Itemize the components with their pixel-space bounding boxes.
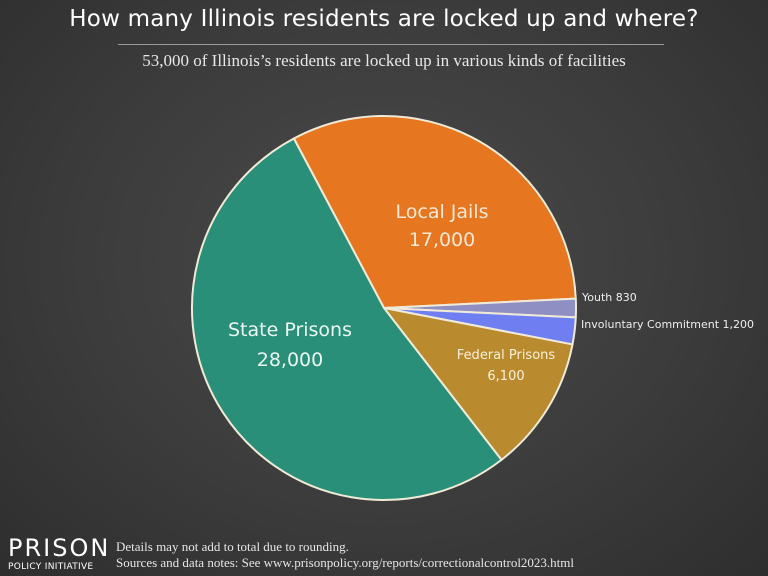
slice-label-state-prisons: State Prisons	[228, 319, 352, 341]
slice-label-local-jails: Local Jails	[396, 201, 489, 223]
title-divider	[118, 44, 664, 45]
logo-sub-text: POLICY INITIATIVE	[8, 562, 94, 572]
rounding-note: Details may not add to total due to roun…	[116, 539, 349, 554]
external-label-involuntary-commitment: Involuntary Commitment 1,200	[581, 318, 755, 331]
slice-value-local-jails: 17,000	[409, 229, 475, 251]
prison-policy-initiative-logo: PRISON POLICY INITIATIVE	[8, 536, 110, 572]
slice-label-federal-prisons: Federal Prisons	[457, 348, 556, 363]
slice-value-state-prisons: 28,000	[257, 349, 323, 371]
slice-value-federal-prisons: 6,100	[487, 369, 524, 384]
sources-note: Sources and data notes: See www.prisonpo…	[116, 555, 575, 570]
external-label-youth: Youth 830	[582, 291, 637, 304]
footer-notes: Details may not add to total due to roun…	[116, 539, 574, 571]
pie-slice-local-jails	[292, 115, 577, 309]
pie-slice-state-prisons	[191, 137, 503, 501]
chart-title: How many Illinois residents are locked u…	[69, 6, 699, 32]
pie-slice-federal-prisons	[383, 307, 574, 461]
chart-subtitle: 53,000 of Illinois’s residents are locke…	[142, 51, 626, 70]
logo-main-text: PRISON	[8, 534, 111, 562]
